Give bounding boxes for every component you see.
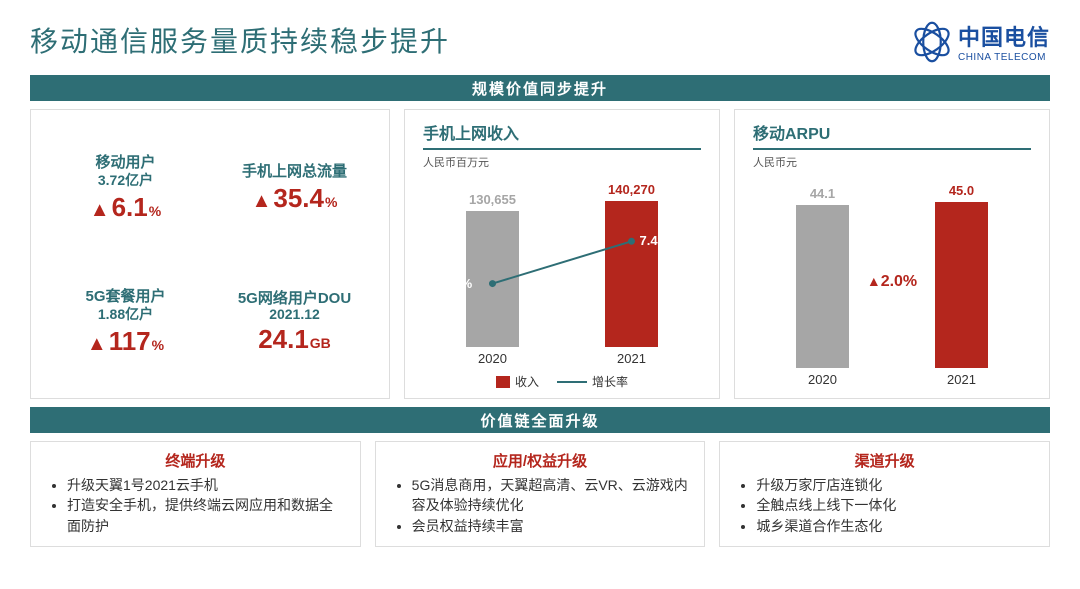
bar-value-label: 140,270 xyxy=(585,182,678,197)
metric-label: 移动用户 xyxy=(95,151,155,172)
upgrade-bullet: 城乡渠道合作生态化 xyxy=(756,516,1035,536)
bar-value-label: 45.0 xyxy=(915,183,1008,198)
center-growth-label: ▲2.0% xyxy=(753,273,1031,291)
metric-item: 5G套餐用户1.88亿户▲117% xyxy=(43,258,208,384)
metric-item: 移动用户3.72亿户▲6.1% xyxy=(43,124,208,250)
growth-label: 7.4% xyxy=(640,233,670,248)
metric-value: ▲6.1% xyxy=(90,192,161,223)
category-label: 2020 xyxy=(776,372,869,387)
upgrade-bullet: 会员权益持续丰富 xyxy=(412,516,691,536)
bar xyxy=(605,201,658,347)
upgrade-bullet: 全触点线上线下一体化 xyxy=(756,495,1035,515)
page-title: 移动通信服务量质持续稳步提升 xyxy=(30,20,450,60)
category-label: 2021 xyxy=(585,351,678,366)
metric-value: ▲117% xyxy=(87,326,164,357)
metric-label: 5G网络用户DOU xyxy=(238,287,351,308)
bar-value-label: 44.1 xyxy=(776,186,869,201)
metric-sub: 1.88亿户 xyxy=(98,304,153,324)
category-label: 2020 xyxy=(446,351,539,366)
metric-label: 手机上网总流量 xyxy=(242,160,347,181)
logo: 中国电信 CHINA TELECOM xyxy=(914,20,1050,63)
growth-label: 6.0% xyxy=(443,276,473,291)
legend-item-bar: 收入 xyxy=(496,373,539,390)
legend-item-line: 增长率 xyxy=(557,373,628,390)
upgrade-bullet: 升级天翼1号2021云手机 xyxy=(67,475,346,495)
upgrade-bullet: 5G消息商用，天翼超高清、云VR、云游戏内容及体验持续优化 xyxy=(412,475,691,516)
metric-value: ▲35.4% xyxy=(252,183,338,214)
upgrade-title: 终端升级 xyxy=(45,450,346,471)
section-bar-value-chain: 价值链全面升级 xyxy=(30,407,1050,433)
chart-unit: 人民币元 xyxy=(753,154,1031,170)
bar-value-label: 130,655 xyxy=(446,192,539,207)
metric-value: 24.1GB xyxy=(258,324,331,355)
upgrade-box: 应用/权益升级 5G消息商用，天翼超高清、云VR、云游戏内容及体验持续优化会员权益… xyxy=(375,441,706,547)
chart-legend: 收入 增长率 xyxy=(423,373,701,390)
chart-mobile-data-revenue: 手机上网收入 人民币百万元 130,655 2020 140,270 2021 6.0%… xyxy=(404,109,720,399)
metric-sub: 3.72亿户 xyxy=(98,170,153,190)
upgrade-title: 渠道升级 xyxy=(734,450,1035,471)
arrow-up-icon: ▲ xyxy=(87,333,107,356)
arrow-up-icon: ▲ xyxy=(90,199,110,222)
logo-text-en: CHINA TELECOM xyxy=(958,52,1046,63)
logo-icon xyxy=(914,21,950,63)
category-label: 2021 xyxy=(915,372,1008,387)
logo-text-cn: 中国电信 xyxy=(958,20,1050,52)
chart-title: 移动ARPU xyxy=(753,120,1031,144)
chart-title: 手机上网收入 xyxy=(423,120,701,144)
chart-unit: 人民币百万元 xyxy=(423,154,701,170)
upgrade-bullet: 打造安全手机，提供终端云网应用和数据全面防护 xyxy=(67,495,346,536)
upgrade-box: 终端升级升级天翼1号2021云手机打造安全手机，提供终端云网应用和数据全面防护 xyxy=(30,441,361,547)
metric-item: 手机上网总流量▲35.4% xyxy=(212,124,377,250)
metric-sub: 2021.12 xyxy=(269,306,320,322)
metric-label: 5G套餐用户 xyxy=(85,285,165,306)
section-bar-scale-value: 规模价值同步提升 xyxy=(30,75,1050,101)
bar xyxy=(466,211,519,347)
upgrade-box: 渠道升级升级万家厅店连锁化全触点线上线下一体化城乡渠道合作生态化 xyxy=(719,441,1050,547)
upgrade-title: 应用/权益升级 xyxy=(390,450,691,471)
chart-mobile-arpu: 移动ARPU 人民币元 44.1 2020 45.0 2021 ▲2.0% xyxy=(734,109,1050,399)
upgrade-bullet: 升级万家厅店连锁化 xyxy=(756,475,1035,495)
arrow-up-icon: ▲ xyxy=(252,190,272,213)
metric-item: 5G网络用户DOU2021.12 24.1GB xyxy=(212,258,377,384)
metrics-panel: 移动用户3.72亿户▲6.1%手机上网总流量▲35.4%5G套餐用户1.88亿户… xyxy=(30,109,390,399)
